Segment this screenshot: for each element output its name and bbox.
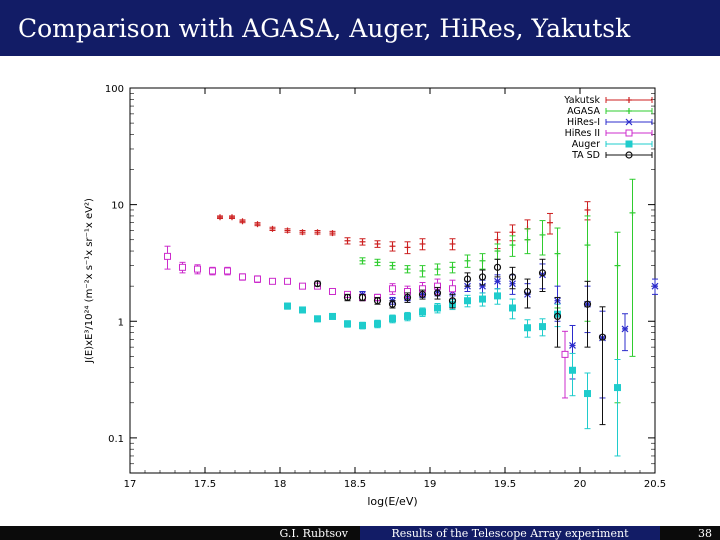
point-auger — [419, 308, 426, 316]
legend-label-yakutsk: Yakutsk — [563, 95, 600, 106]
point-hires-ii — [561, 350, 569, 358]
chart-area: 17 17.5 18 18.5 19 19.5 20 20.5 0.1 1 10 100 log(E/e… — [0, 56, 720, 526]
point-auger — [434, 304, 441, 312]
point-ta-sd — [523, 287, 532, 296]
point-auger — [494, 292, 501, 300]
point-auger — [464, 297, 471, 305]
point-auger — [404, 312, 411, 320]
point-auger — [284, 302, 291, 310]
point-ta-sd — [388, 300, 397, 308]
point-hires-ii — [209, 267, 216, 275]
point-ta-sd — [553, 312, 562, 321]
x-tick-label: 18.5 — [344, 479, 366, 490]
x-tick-label: 17.5 — [194, 479, 216, 490]
x-tick-label: 20 — [574, 479, 587, 490]
point-auger — [389, 315, 396, 323]
point-hires-ii — [269, 277, 276, 285]
point-ta-sd — [493, 263, 502, 271]
point-hires-ii — [329, 287, 336, 295]
point-ta-sd — [463, 275, 472, 283]
point-hires-ii — [449, 285, 456, 293]
y-axis-label: J(E)xE³/10²⁴ (m⁻²x s⁻¹x sr⁻¹x eV²) — [84, 198, 95, 364]
point-ta-sd — [313, 280, 322, 288]
x-axis-label: log(E/eV) — [367, 495, 417, 508]
footer-author: G.I. Rubtsov — [0, 526, 360, 540]
footer-talk-title: Results of the Telescope Array experimen… — [360, 526, 660, 540]
legend-label-ta-sd: TA SD — [571, 150, 600, 161]
point-ta-sd — [478, 273, 487, 281]
point-auger — [509, 304, 516, 312]
point-ta-sd — [448, 297, 457, 305]
point-hires-ii — [284, 277, 291, 285]
x-tick-label: 17 — [124, 479, 137, 490]
point-auger — [539, 323, 546, 331]
point-ta-sd — [433, 289, 442, 297]
point-auger — [479, 295, 486, 303]
legend-label-hires-ii: HiRes II — [565, 128, 600, 139]
footer-bar: G.I. Rubtsov Results of the Telescope Ar… — [0, 526, 720, 540]
point-ta-sd — [418, 290, 427, 298]
point-hires-ii — [254, 275, 261, 283]
point-auger — [584, 390, 591, 398]
legend-marker-ta-sd — [625, 151, 633, 159]
point-ta-sd — [538, 269, 547, 277]
point-ta-sd — [583, 300, 592, 308]
point-auger — [374, 320, 381, 328]
point-hires-ii — [224, 267, 231, 275]
point-ta-sd — [373, 297, 382, 305]
point-auger — [614, 384, 621, 392]
legend-marker-auger — [625, 140, 633, 148]
slide-title: Comparison with AGASA, Auger, HiRes, Yak… — [18, 14, 631, 43]
point-auger — [299, 306, 306, 314]
legend-marker-hires-ii — [625, 129, 633, 137]
x-tick-label: 18 — [274, 479, 287, 490]
x-tick-label: 19 — [424, 479, 437, 490]
x-tick-label: 20.5 — [644, 479, 666, 490]
y-tick-label: 1 — [118, 317, 124, 328]
y-tick-label: 10 — [111, 201, 124, 212]
point-hires-ii — [239, 273, 246, 281]
point-ta-sd — [403, 293, 412, 302]
point-ta-sd — [343, 293, 352, 302]
point-auger — [329, 312, 336, 320]
point-auger — [344, 320, 351, 328]
legend-label-agasa: AGASA — [567, 106, 600, 117]
point-auger — [359, 321, 366, 329]
point-ta-sd — [508, 273, 517, 281]
x-tick-label: 19.5 — [494, 479, 516, 490]
point-hires-ii — [179, 263, 186, 271]
footer-page-number: 38 — [660, 526, 720, 540]
legend-label-auger: Auger — [572, 139, 600, 150]
point-ta-sd — [598, 333, 607, 341]
y-tick-label: 100 — [105, 84, 124, 95]
point-hires-ii — [194, 265, 201, 273]
point-hires-ii — [389, 285, 396, 293]
y-tick-label: 0.1 — [108, 434, 124, 445]
point-auger — [524, 324, 531, 332]
point-hires-ii — [164, 252, 171, 260]
chart-svg: 17 17.5 18 18.5 19 19.5 20 20.5 0.1 1 10 100 log(E/e… — [84, 84, 666, 508]
point-auger — [314, 315, 321, 323]
legend-label-hires-i: HiRes-I — [567, 117, 600, 128]
title-bar: Comparison with AGASA, Auger, HiRes, Yak… — [0, 0, 720, 56]
point-auger — [569, 366, 576, 374]
point-hires-ii — [299, 282, 306, 290]
point-ta-sd — [358, 293, 367, 302]
